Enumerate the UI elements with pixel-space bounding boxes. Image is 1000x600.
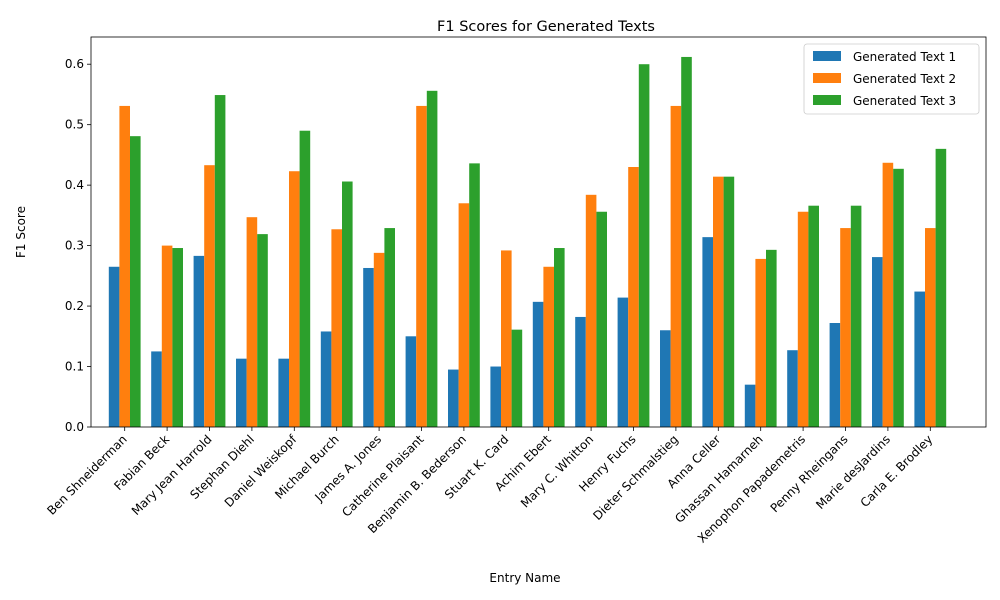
bar-series-3-15 xyxy=(723,176,735,427)
bar-series-2-6 xyxy=(331,229,342,427)
bar-series-3-5 xyxy=(299,130,311,427)
chart-title: F1 Scores for Generated Texts xyxy=(437,19,655,35)
bar-series-2-17 xyxy=(797,211,809,427)
bar-series-1-19 xyxy=(872,257,883,427)
y-tick-label: 0.6 xyxy=(65,57,84,71)
bar-series-1-15 xyxy=(702,237,713,427)
bar-series-2-15 xyxy=(713,176,724,427)
bar-series-2-11 xyxy=(543,266,554,427)
bar-series-1-2 xyxy=(151,351,162,427)
bar-series-2-7 xyxy=(373,252,385,427)
bar-series-1-18 xyxy=(829,323,841,427)
bar-series-3-6 xyxy=(342,181,353,427)
bar-series-3-13 xyxy=(638,64,650,428)
legend-swatch-series-1 xyxy=(813,51,841,61)
bars-layer xyxy=(108,56,947,428)
bar-series-3-8 xyxy=(426,90,438,427)
bar-series-3-3 xyxy=(214,95,226,428)
bar-series-2-18 xyxy=(840,228,851,427)
bar-series-1-16 xyxy=(744,384,756,427)
bar-series-3-20 xyxy=(935,148,947,428)
legend-swatch-series-3 xyxy=(813,95,841,105)
bar-series-1-8 xyxy=(405,336,417,427)
y-tick-label: 0.4 xyxy=(65,178,84,192)
bar-series-3-1 xyxy=(130,136,141,427)
bar-series-1-7 xyxy=(363,267,374,427)
y-tick-label: 0.5 xyxy=(65,118,84,132)
bar-series-3-18 xyxy=(850,205,862,427)
bar-series-2-10 xyxy=(501,250,512,427)
y-axis: 0.0 0.1 0.2 0.3 0.4 0.5 0.6 xyxy=(65,57,91,434)
bar-series-1-20 xyxy=(914,291,925,427)
bar-series-1-17 xyxy=(787,350,798,427)
bar-series-3-14 xyxy=(681,56,692,427)
bar-series-3-10 xyxy=(511,329,523,427)
bar-series-3-19 xyxy=(893,168,904,427)
bar-series-3-4 xyxy=(257,234,268,427)
legend-label-series-2: Generated Text 2 xyxy=(853,72,956,86)
legend-label-series-1: Generated Text 1 xyxy=(853,50,956,64)
bar-series-3-12 xyxy=(596,211,607,427)
bar-series-1-6 xyxy=(320,331,332,427)
bar-series-2-5 xyxy=(289,171,300,427)
bar-series-3-17 xyxy=(808,205,819,427)
x-axis-label: Entry Name xyxy=(489,571,560,585)
bar-series-3-9 xyxy=(469,163,480,427)
bar-series-3-16 xyxy=(766,249,777,427)
bar-series-2-9 xyxy=(458,203,470,427)
bar-series-2-12 xyxy=(585,194,597,427)
bar-series-1-5 xyxy=(278,358,289,427)
bar-series-3-7 xyxy=(384,228,395,427)
bar-series-2-16 xyxy=(755,258,766,427)
legend-swatch-series-2 xyxy=(813,73,841,83)
legend: Generated Text 1 Generated Text 2 Genera… xyxy=(803,43,980,115)
y-tick-label: 0.3 xyxy=(65,239,84,253)
plot-frame xyxy=(90,36,987,428)
bar-series-1-11 xyxy=(532,301,544,427)
bar-series-2-3 xyxy=(204,165,215,427)
bar-series-2-1 xyxy=(119,105,130,428)
bar-series-3-2 xyxy=(172,248,183,427)
bar-series-1-4 xyxy=(236,358,247,427)
bar-series-1-10 xyxy=(490,366,501,427)
bar-series-1-1 xyxy=(108,266,120,427)
bar-series-1-14 xyxy=(660,330,671,427)
legend-label-series-3: Generated Text 3 xyxy=(853,94,956,108)
bar-series-2-13 xyxy=(628,167,639,427)
bar-series-1-3 xyxy=(193,255,205,427)
bar-series-2-14 xyxy=(670,105,682,428)
bar-series-1-9 xyxy=(448,369,459,427)
y-tick-label: 0.0 xyxy=(65,420,84,434)
legend-frame xyxy=(803,43,980,115)
bar-series-2-2 xyxy=(161,245,173,427)
bar-series-1-13 xyxy=(617,297,629,427)
y-axis-label: F1 Score xyxy=(14,206,28,258)
bar-series-2-8 xyxy=(416,105,427,428)
bar-series-2-20 xyxy=(925,228,936,427)
y-tick-label: 0.2 xyxy=(65,299,84,313)
bar-series-2-4 xyxy=(246,217,258,427)
bar-series-2-19 xyxy=(882,162,894,427)
y-tick-label: 0.1 xyxy=(65,360,84,374)
bar-series-3-11 xyxy=(554,248,565,427)
bar-series-1-12 xyxy=(575,316,586,427)
